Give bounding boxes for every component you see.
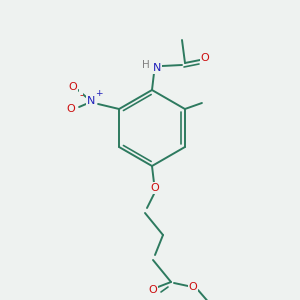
Text: H: H <box>142 60 150 70</box>
Text: N: N <box>153 63 161 73</box>
Text: O: O <box>69 82 77 92</box>
Text: -: - <box>79 90 83 100</box>
Text: O: O <box>148 285 158 295</box>
Text: O: O <box>201 53 209 63</box>
Text: O: O <box>67 104 76 114</box>
Text: O: O <box>189 282 197 292</box>
Text: O: O <box>151 183 159 193</box>
Text: +: + <box>95 88 103 98</box>
Text: N: N <box>87 96 95 106</box>
